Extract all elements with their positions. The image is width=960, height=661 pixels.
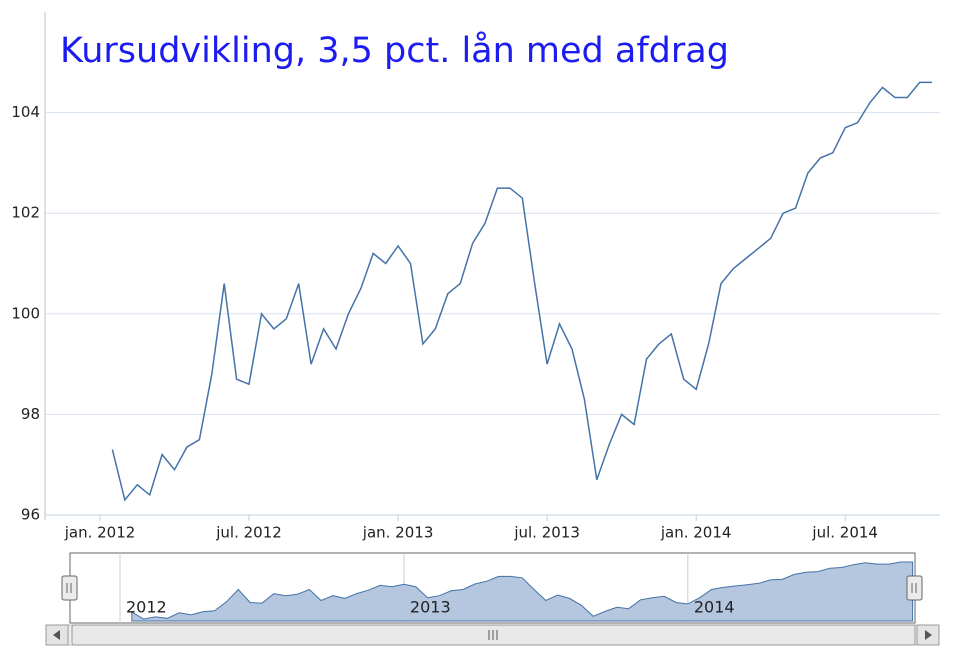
- y-tick-label: 98: [21, 405, 40, 423]
- x-tick-label: jan. 2014: [660, 524, 732, 542]
- y-tick-label: 104: [11, 103, 40, 121]
- series-line: [111, 81, 933, 502]
- x-tick-label: jul. 2012: [215, 524, 282, 542]
- chart-title: Kursudvikling, 3,5 pct. lån med afdrag: [60, 30, 729, 71]
- arrow: [53, 630, 60, 640]
- x-tick-label: jan. 2013: [362, 524, 434, 542]
- nav-label: 2012: [126, 598, 167, 617]
- x-tick-label: jan. 2012: [64, 524, 136, 542]
- scrollbar[interactable]: [45, 624, 940, 646]
- y-tick-label: 96: [21, 506, 40, 524]
- nav-label: 2013: [410, 598, 451, 617]
- y-tick-label: 102: [11, 204, 40, 222]
- navigator-handle[interactable]: [906, 575, 923, 601]
- navigator-handle[interactable]: [61, 575, 78, 601]
- y-tick-label: 100: [11, 304, 40, 322]
- arrow: [925, 630, 932, 640]
- navigator-area: [131, 561, 914, 622]
- plot-area: [45, 12, 940, 515]
- nav-label: 2014: [694, 598, 735, 617]
- x-tick-label: jul. 2014: [811, 524, 878, 542]
- navigator: 2012 2013 2014: [60, 552, 940, 624]
- x-tick-label: jul. 2013: [513, 524, 580, 542]
